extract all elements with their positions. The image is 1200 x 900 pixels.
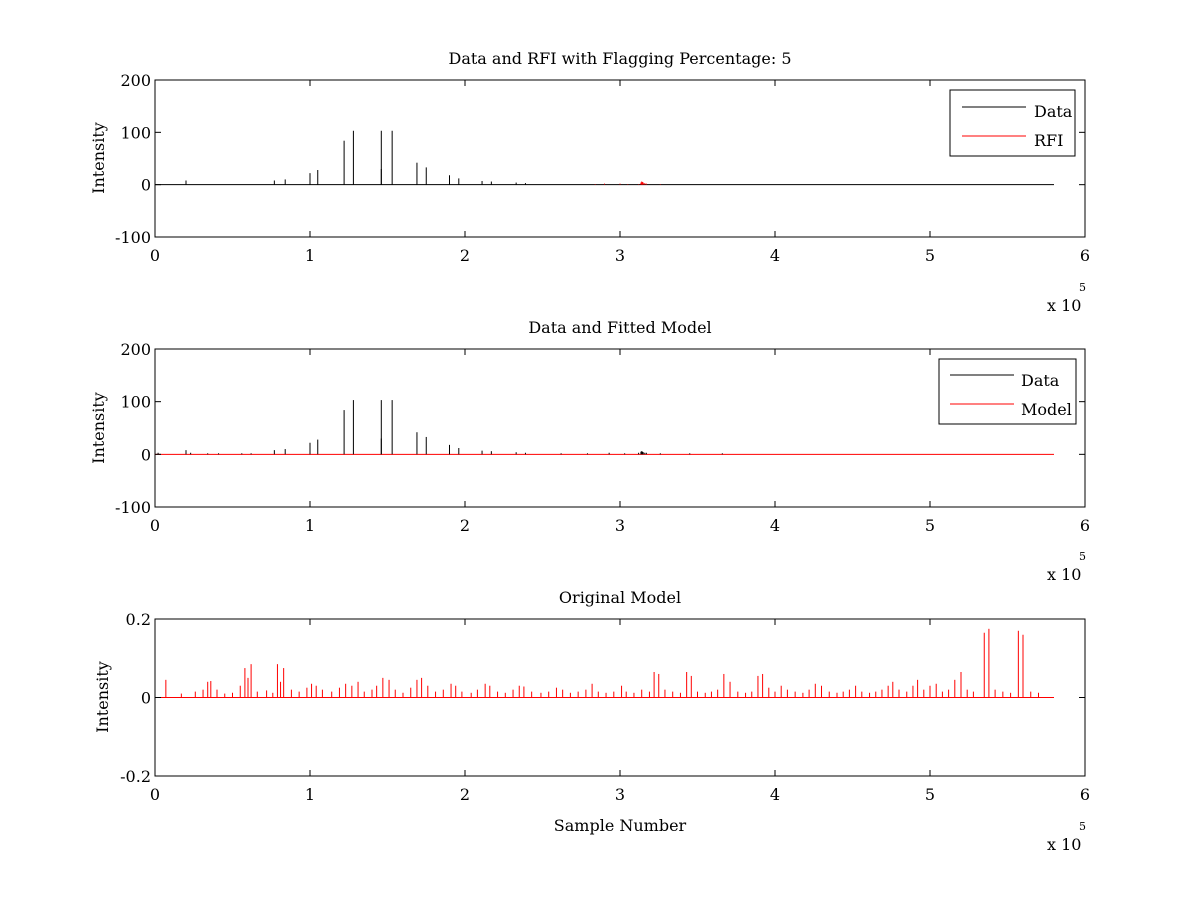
panel-2-y-tick-label: 200 — [120, 340, 151, 359]
panel-2-x-multiplier-exponent: 5 — [1079, 550, 1086, 563]
panel-2-x-tick-label: 0 — [150, 516, 160, 535]
panel-3-x-tick-label: 6 — [1080, 785, 1090, 804]
panel-2-x-tick-label: 1 — [305, 516, 315, 535]
panel-2-y-tick-label: -100 — [115, 498, 151, 517]
panel-2-x-multiplier: x 10 5 — [1047, 550, 1086, 584]
panel-2-y-tick-label: 0 — [141, 445, 151, 464]
panel-2-x-tick-label: 6 — [1080, 516, 1090, 535]
panel-2-y-tick-label: 100 — [120, 393, 151, 412]
panel-3-y-label: Intensity — [93, 661, 112, 733]
panel-1-legend-box — [949, 89, 1076, 157]
panel-1-y-tick-label: -100 — [115, 228, 151, 247]
panel-1-x-tick-label: 4 — [770, 246, 780, 265]
panel-1: Data and RFI with Flagging Percentage: 5… — [89, 49, 1090, 315]
panel-2-x-tick-label: 5 — [925, 516, 935, 535]
panel-3: Original Model 0 1 2 3 4 5 6-0.200.2 Intensity… — [93, 588, 1090, 854]
panel-1-y-label: Intensity — [89, 122, 108, 194]
panel-2-legend[interactable]: Data Model — [938, 358, 1077, 425]
panel-3-x-multiplier-exponent: 5 — [1079, 820, 1086, 833]
panel-1-x-tick-label: 1 — [305, 246, 315, 265]
panel-2-plot-area — [155, 400, 1054, 455]
panel-3-y-tick-label: 0 — [141, 689, 151, 708]
panel-1-plot-area — [155, 130, 1054, 186]
panel-2-legend-label-model: Model — [1021, 400, 1072, 419]
panel-1-x-tick-label: 0 — [150, 246, 160, 265]
panel-1-x-tick-label: 2 — [460, 246, 470, 265]
panel-3-x-tick-label: 0 — [150, 785, 160, 804]
panel-1-x-tick-label: 3 — [615, 246, 625, 265]
panel-2: Data and Fitted Model 0 1 2 3 4 5 6-1000100200… — [89, 318, 1090, 584]
panel-2-x-tick-label: 2 — [460, 516, 470, 535]
panel-1-x-multiplier: x 10 5 — [1047, 281, 1086, 315]
panel-1-x-tick-label: 5 — [925, 246, 935, 265]
panel-3-x-tick-label: 5 — [925, 785, 935, 804]
panel-2-y-label: Intensity — [89, 392, 108, 464]
panel-1-legend-label-rfi: RFI — [1034, 131, 1063, 150]
panel-2-x-tick-label: 3 — [615, 516, 625, 535]
panel-3-plot-area — [155, 628, 1054, 698]
panel-2-x-tick-label: 4 — [770, 516, 780, 535]
panel-3-x-label: Sample Number — [554, 816, 687, 835]
panel-3-title: Original Model — [559, 588, 681, 607]
panel-1-x-multiplier-exponent: 5 — [1079, 281, 1086, 294]
panel-1-legend[interactable]: Data RFI — [949, 89, 1076, 157]
panel-3-x-tick-label: 1 — [305, 785, 315, 804]
panel-3-x-tick-label: 4 — [770, 785, 780, 804]
panel-2-axes — [154, 348, 1086, 508]
panel-1-legend-label-data: Data — [1034, 102, 1073, 121]
panel-1-y-tick-label: 0 — [141, 176, 151, 195]
panel-3-x-multiplier-base: x 10 — [1047, 835, 1081, 854]
panel-2-legend-box — [938, 358, 1077, 425]
panel-2-x-multiplier-base: x 10 — [1047, 565, 1081, 584]
panel-2-title: Data and Fitted Model — [528, 318, 711, 337]
panel-3-ticks: 0 1 2 3 4 5 6-0.200.2 — [120, 610, 1090, 804]
panel-1-y-tick-label: 100 — [120, 123, 151, 142]
panel-3-y-tick-label: -0.2 — [120, 767, 151, 786]
panel-1-x-tick-label: 6 — [1080, 246, 1090, 265]
panel-1-y-tick-label: 200 — [120, 71, 151, 90]
panel-3-x-tick-label: 2 — [460, 785, 470, 804]
panel-2-legend-label-data: Data — [1021, 371, 1060, 390]
panel-3-x-tick-label: 3 — [615, 785, 625, 804]
panel-3-y-tick-label: 0.2 — [126, 610, 151, 629]
panel-3-x-multiplier: x 10 5 — [1047, 820, 1086, 854]
panel-1-title: Data and RFI with Flagging Percentage: 5 — [448, 49, 791, 68]
panel-1-axes — [154, 79, 1086, 238]
panel-1-x-multiplier-base: x 10 — [1047, 296, 1081, 315]
